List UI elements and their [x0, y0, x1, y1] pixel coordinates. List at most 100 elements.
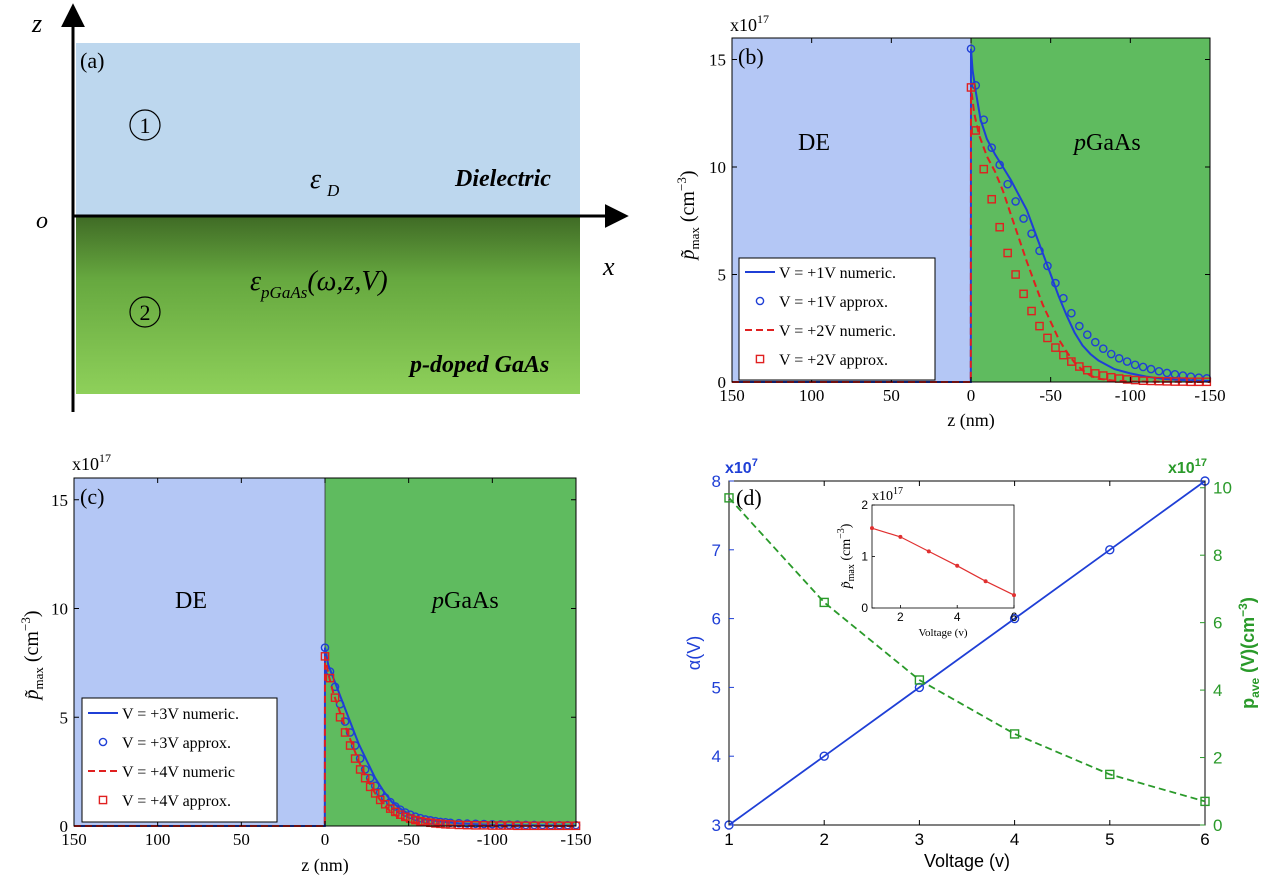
- data-point: [966, 83, 976, 92]
- series-line-2: [732, 87, 1210, 383]
- data-point: [1019, 214, 1028, 223]
- x-tick-label: -100: [1115, 386, 1146, 405]
- panel-a-label: (a): [80, 48, 104, 73]
- panel-b-label: (b): [738, 44, 764, 69]
- data-point: [1178, 371, 1188, 380]
- y-tick-label: 0: [60, 817, 69, 836]
- data-point: [1043, 261, 1052, 271]
- data-point: [1067, 308, 1076, 318]
- panel-b-legend-box: [738, 257, 936, 381]
- data-point: [436, 819, 445, 829]
- x-tick-label: 1: [724, 830, 733, 849]
- panel-b-multiplier: x1017: [730, 12, 769, 35]
- inset-line: [871, 527, 1015, 596]
- data-point: [1043, 333, 1052, 343]
- x-tick-label: 100: [799, 386, 825, 405]
- data-point: [431, 819, 440, 828]
- data-point: [479, 821, 489, 830]
- x-tick-label: 5: [1105, 830, 1114, 849]
- data-point: [370, 789, 380, 798]
- data-point: [1011, 197, 1020, 206]
- y-tick-label-right: 10: [1213, 479, 1232, 498]
- series-line-0: [74, 647, 577, 827]
- x-tick-label: 150: [719, 386, 745, 405]
- data-point: [1105, 545, 1115, 555]
- data-point: [1011, 270, 1020, 279]
- x-tick-label: -150: [1194, 386, 1225, 405]
- data-point: [350, 754, 360, 763]
- data-point: [1051, 343, 1060, 352]
- data-point: [995, 160, 1004, 170]
- data-point: [454, 820, 464, 830]
- data-point: [365, 773, 375, 783]
- panel-d-inset: 2 4 6 0 1 2 x1017 Voltage (v) p̃max (cm−3): [836, 486, 1018, 639]
- panel-b-gaas-label: pGaAs: [1072, 130, 1141, 156]
- data-point: [1122, 357, 1132, 366]
- data-point: [340, 717, 350, 726]
- legend-marker: [98, 795, 108, 805]
- panel-d-label: (d): [736, 485, 762, 510]
- data-point: [335, 712, 345, 722]
- data-point: [320, 643, 330, 652]
- data-point: [1083, 330, 1092, 340]
- data-point: [979, 164, 989, 174]
- data-point: [462, 820, 472, 830]
- panel-c-gaas-label: pGaAs: [430, 588, 499, 614]
- data-point: [1138, 362, 1148, 372]
- y-tick-label: 15: [709, 51, 726, 70]
- data-point: [1051, 278, 1060, 288]
- data-point: [401, 812, 410, 822]
- data-point: [365, 782, 375, 792]
- x-tick-label: 2: [819, 830, 828, 849]
- data-point: [330, 693, 340, 702]
- data-point: [1009, 613, 1020, 624]
- data-point: [819, 597, 829, 608]
- x-tick-label: 0: [321, 830, 330, 849]
- inset-frame: [871, 504, 1015, 609]
- data-point: [819, 751, 829, 761]
- panel-c-multiplier: x1017: [72, 451, 111, 474]
- inset-series: [870, 526, 1016, 598]
- y-tick-label-right: 6: [1213, 614, 1222, 633]
- x-tick-label: -100: [477, 830, 508, 849]
- panel-c-gaas-region: [325, 478, 576, 826]
- data-point: [1138, 376, 1148, 386]
- y-tick-label: 0: [718, 373, 727, 392]
- data-point: [1027, 229, 1036, 238]
- legend-label: V = +4V approx.: [122, 793, 231, 810]
- panel-d-left-multiplier: x107: [725, 457, 758, 477]
- data-point: [355, 765, 365, 774]
- y-tick-label-left: 8: [712, 472, 721, 491]
- data-point: [1186, 372, 1196, 381]
- panel-d-right-multiplier: x1017: [1168, 457, 1207, 477]
- inset-y-tick-label: 0: [861, 601, 868, 615]
- data-point: [1027, 306, 1036, 316]
- data-point: [987, 143, 997, 152]
- data-point: [320, 652, 330, 661]
- data-point: [1083, 365, 1092, 375]
- y-tick-label: 10: [709, 158, 726, 177]
- data-point: [1090, 369, 1100, 378]
- data-point: [380, 799, 390, 809]
- y-tick-label-left: 6: [712, 610, 721, 629]
- x-tick-label: 150: [61, 830, 87, 849]
- data-point: [350, 741, 360, 750]
- inset-point: [955, 563, 960, 568]
- x-tick-label: 6: [1200, 830, 1209, 849]
- panel-d-left-ylabel: α(V): [684, 636, 704, 670]
- data-point: [1106, 372, 1116, 382]
- data-point: [1035, 246, 1044, 256]
- panel-b-legend: V = +1V numeric. V = +1V approx. V = +2V n…: [738, 257, 936, 381]
- series-line-0: [732, 48, 1211, 383]
- data-point: [340, 728, 350, 737]
- legend-label: V = +4V numeric: [122, 764, 235, 781]
- data-point: [446, 820, 455, 829]
- y-tick-label-right: 2: [1213, 749, 1222, 768]
- data-point: [914, 675, 925, 685]
- inset-point: [926, 549, 931, 554]
- data-point: [1035, 321, 1044, 331]
- inset-point: [983, 579, 988, 584]
- inset-point: [898, 534, 903, 539]
- panel-b-xlabel: z (nm): [947, 410, 994, 431]
